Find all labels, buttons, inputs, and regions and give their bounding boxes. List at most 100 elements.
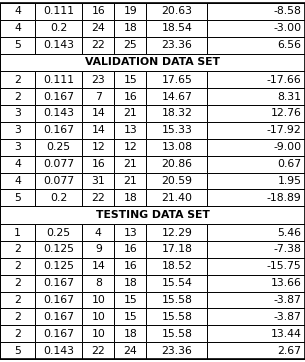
Bar — [207, 3, 305, 20]
Text: 1: 1 — [14, 227, 21, 237]
Text: 17.65: 17.65 — [161, 75, 192, 85]
Bar — [0, 3, 35, 20]
Bar — [0, 206, 305, 224]
Text: 13.66: 13.66 — [271, 278, 301, 288]
Bar — [0, 241, 35, 258]
Text: 15: 15 — [124, 75, 137, 85]
Bar — [207, 156, 305, 173]
Text: -8.58: -8.58 — [274, 7, 301, 16]
Bar — [82, 189, 114, 206]
Text: 21: 21 — [124, 176, 137, 186]
Bar — [146, 71, 207, 88]
Bar — [146, 342, 207, 359]
Bar — [146, 241, 207, 258]
Text: 22: 22 — [92, 193, 105, 203]
Bar — [146, 291, 207, 308]
Text: 22: 22 — [92, 346, 105, 355]
Bar — [35, 342, 82, 359]
Bar — [35, 173, 82, 189]
Bar — [82, 224, 114, 241]
Bar — [82, 241, 114, 258]
Text: 20.86: 20.86 — [161, 159, 192, 169]
Text: 6.56: 6.56 — [277, 40, 301, 50]
Bar — [207, 88, 305, 105]
Text: 15.33: 15.33 — [161, 125, 192, 135]
Bar — [146, 20, 207, 37]
Bar — [114, 275, 146, 291]
Bar — [82, 105, 114, 122]
Bar — [0, 122, 35, 139]
Text: 2: 2 — [14, 278, 21, 288]
Bar — [114, 3, 146, 20]
Bar — [0, 156, 35, 173]
Text: 0.25: 0.25 — [47, 227, 71, 237]
Text: -3.00: -3.00 — [273, 23, 301, 33]
Text: 16: 16 — [124, 92, 137, 102]
Text: 8: 8 — [95, 278, 102, 288]
Text: 0.077: 0.077 — [43, 176, 74, 186]
Text: 20.59: 20.59 — [161, 176, 192, 186]
Text: 10: 10 — [92, 329, 105, 339]
Text: 2: 2 — [14, 92, 21, 102]
Text: 0.125: 0.125 — [43, 261, 74, 271]
Text: 2: 2 — [14, 329, 21, 339]
Text: 14.67: 14.67 — [161, 92, 192, 102]
Text: 5.46: 5.46 — [277, 227, 301, 237]
Bar — [0, 258, 35, 275]
Bar — [82, 156, 114, 173]
Bar — [0, 54, 305, 71]
Text: 18.52: 18.52 — [161, 261, 192, 271]
Bar — [114, 224, 146, 241]
Bar — [35, 20, 82, 37]
Bar — [146, 122, 207, 139]
Bar — [207, 20, 305, 37]
Text: 18: 18 — [124, 278, 137, 288]
Bar — [82, 139, 114, 156]
Bar — [207, 71, 305, 88]
Bar — [114, 88, 146, 105]
Bar — [35, 325, 82, 342]
Text: 15.58: 15.58 — [161, 295, 192, 305]
Bar — [207, 122, 305, 139]
Text: 0.111: 0.111 — [43, 75, 74, 85]
Text: -9.00: -9.00 — [273, 142, 301, 152]
Bar — [0, 71, 35, 88]
Bar — [35, 258, 82, 275]
Text: 7: 7 — [95, 92, 102, 102]
Bar — [207, 291, 305, 308]
Text: 3: 3 — [14, 109, 21, 118]
Text: 23.36: 23.36 — [161, 346, 192, 355]
Bar — [114, 258, 146, 275]
Bar — [82, 291, 114, 308]
Bar — [82, 325, 114, 342]
Bar — [0, 291, 35, 308]
Bar — [207, 37, 305, 54]
Bar — [0, 224, 35, 241]
Bar — [207, 105, 305, 122]
Text: 5: 5 — [14, 193, 21, 203]
Bar — [146, 189, 207, 206]
Bar — [146, 224, 207, 241]
Bar — [114, 71, 146, 88]
Bar — [35, 88, 82, 105]
Text: -15.75: -15.75 — [267, 261, 301, 271]
Text: 0.125: 0.125 — [43, 244, 74, 254]
Text: 2: 2 — [14, 261, 21, 271]
Text: 0.167: 0.167 — [43, 295, 74, 305]
Text: 13: 13 — [124, 227, 137, 237]
Text: 3: 3 — [14, 125, 21, 135]
Bar — [0, 342, 35, 359]
Bar — [82, 20, 114, 37]
Bar — [146, 37, 207, 54]
Bar — [35, 37, 82, 54]
Bar — [0, 173, 35, 189]
Bar — [114, 156, 146, 173]
Text: -3.87: -3.87 — [274, 312, 301, 322]
Text: 24: 24 — [124, 346, 137, 355]
Bar — [146, 88, 207, 105]
Bar — [35, 308, 82, 325]
Text: 0.167: 0.167 — [43, 329, 74, 339]
Bar — [82, 173, 114, 189]
Bar — [35, 189, 82, 206]
Text: 0.2: 0.2 — [50, 193, 67, 203]
